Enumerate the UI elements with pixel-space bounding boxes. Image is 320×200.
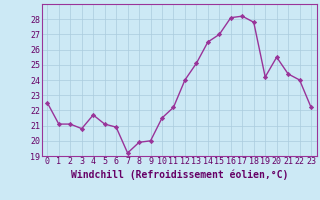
X-axis label: Windchill (Refroidissement éolien,°C): Windchill (Refroidissement éolien,°C): [70, 169, 288, 180]
